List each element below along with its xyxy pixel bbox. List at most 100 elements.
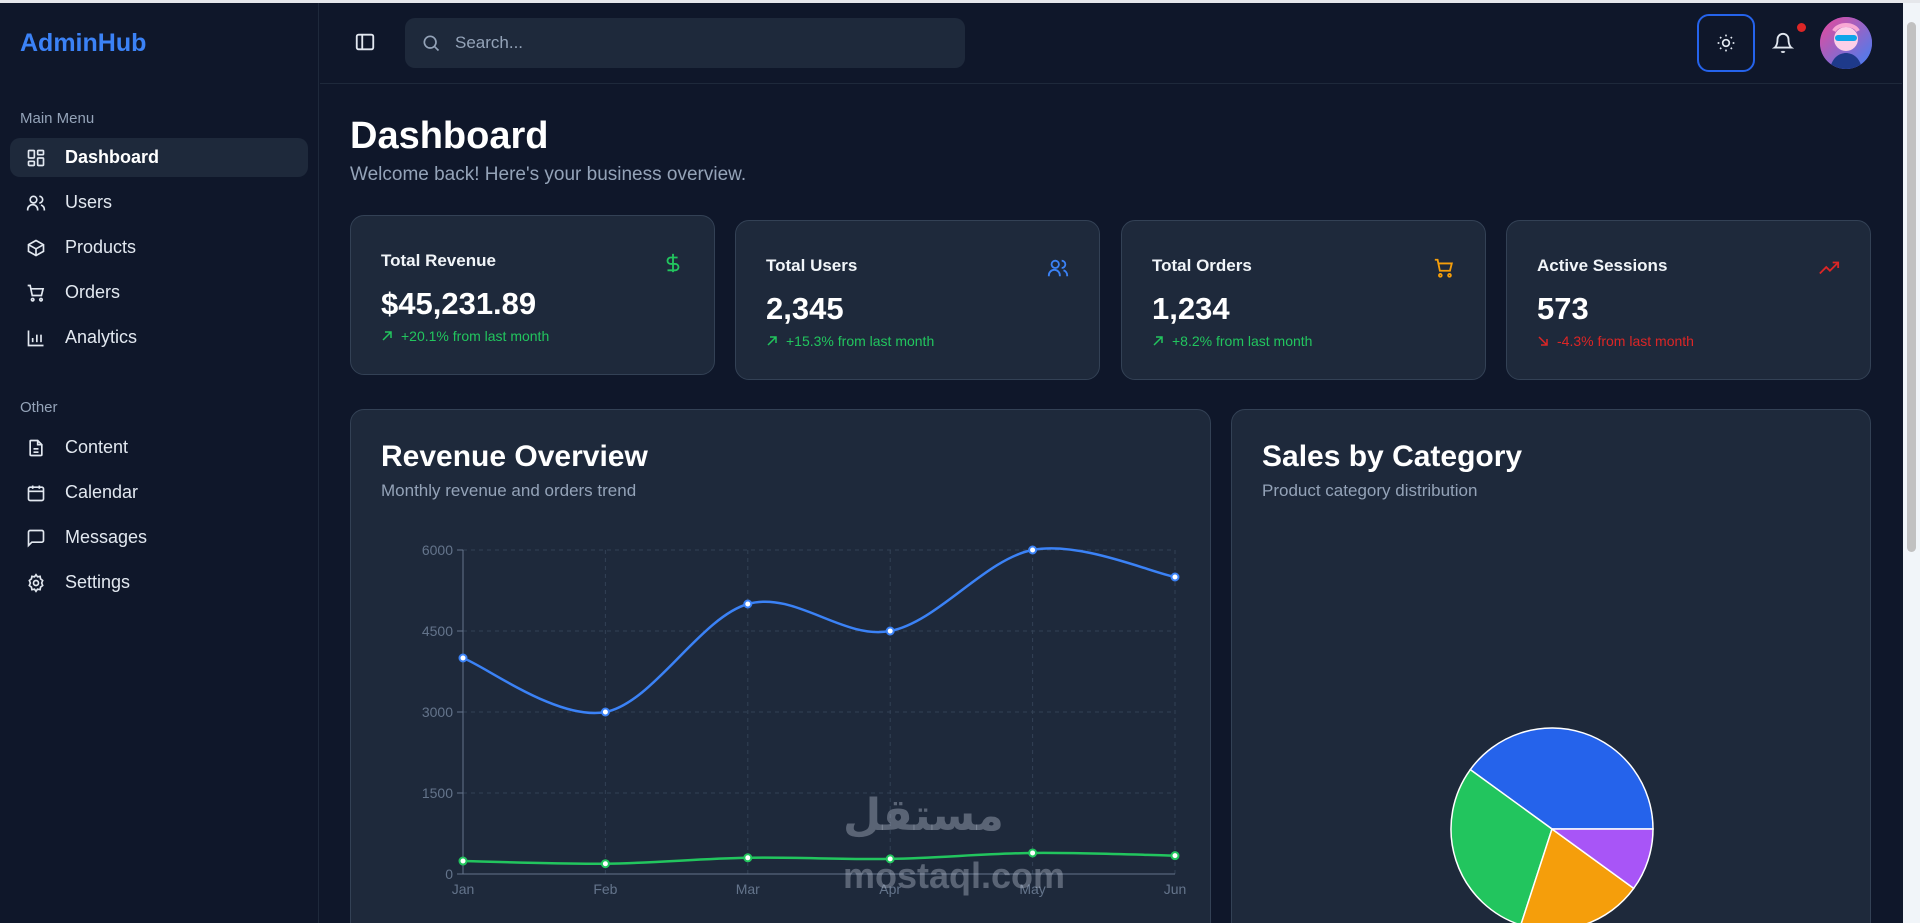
scrollbar-thumb[interactable]: [1907, 22, 1916, 552]
theme-toggle-button[interactable]: [1697, 14, 1755, 72]
series-point-1: [458, 856, 468, 866]
pie-slice-1: [1450, 768, 1553, 923]
stat-value: 1,234: [1152, 291, 1230, 326]
series-point-0: [743, 599, 753, 609]
browser-top-edge: [0, 0, 1920, 3]
series-point-1: [743, 853, 753, 863]
bar-chart-icon: [27, 330, 44, 346]
avatar[interactable]: [1820, 17, 1872, 69]
stat-change: +20.1% from last month: [381, 328, 549, 344]
sidebar-item-analytics[interactable]: Analytics: [10, 318, 308, 357]
panel-subtitle: Product category distribution: [1262, 481, 1478, 500]
sidebar-item-products[interactable]: Products: [10, 228, 308, 267]
sidebar-item-orders[interactable]: Orders: [10, 273, 308, 312]
top-header: [320, 3, 1902, 84]
stat-title: Total Orders: [1152, 256, 1252, 275]
series-point-0: [458, 653, 468, 663]
notification-dot: [1797, 23, 1806, 32]
main-menu-label: Main Menu: [20, 110, 95, 127]
x-tick-label: Apr: [879, 881, 901, 897]
stat-change: +15.3% from last month: [766, 333, 934, 349]
sidebar-item-calendar[interactable]: Calendar: [10, 473, 308, 512]
sidebar-item-label: Products: [65, 237, 137, 257]
x-tick-label: Jan: [452, 881, 475, 897]
series-point-1: [1170, 851, 1180, 861]
stat-change: +8.2% from last month: [1152, 333, 1312, 349]
series-point-1: [1028, 848, 1038, 858]
watermark-latin: mostaql.com: [843, 855, 1066, 896]
package-icon: [27, 239, 45, 256]
series-point-0: [1170, 572, 1180, 582]
y-tick-label: 0: [445, 866, 453, 882]
panel-title: Revenue Overview: [381, 440, 648, 473]
pie-slice-3: [1549, 828, 1654, 890]
y-tick-label: 6000: [422, 542, 453, 558]
users-icon: [1047, 259, 1069, 277]
stat-title: Total Revenue: [381, 251, 496, 270]
stat-change-text: +8.2% from last month: [1172, 333, 1313, 349]
dashboard-grid-icon: [27, 149, 45, 166]
arrow-down-right-icon: [1538, 336, 1548, 346]
pie-slice-2: [1520, 827, 1635, 923]
revenue-overview-panel: Revenue Overview Monthly revenue and ord…: [350, 409, 1211, 923]
cart-icon: [1434, 258, 1453, 278]
y-tick-label: 3000: [422, 704, 453, 720]
sidebar-item-users[interactable]: Users: [10, 183, 308, 222]
sidebar-item-dashboard[interactable]: Dashboard: [10, 138, 308, 177]
sidebar-item-label: Messages: [65, 527, 148, 547]
arrow-up-right-icon: [382, 331, 392, 341]
sidebar-item-settings[interactable]: Settings: [10, 563, 308, 602]
sidebar-item-label: Settings: [65, 572, 131, 592]
dollar-icon: [666, 253, 680, 273]
stat-value: $45,231.89: [381, 286, 537, 321]
stat-change: -4.3% from last month: [1537, 333, 1694, 349]
sidebar-item-messages[interactable]: Messages: [10, 518, 308, 557]
sidebar-item-label: Users: [65, 192, 113, 212]
stat-change-text: +20.1% from last month: [401, 328, 550, 344]
stat-card-users: Total Users 2,345 +15.3% from last month: [735, 220, 1100, 380]
gear-icon: [28, 572, 44, 593]
pie-slice-0: [1469, 727, 1654, 830]
panel-subtitle: Monthly revenue and orders trend: [381, 481, 637, 500]
revenue-line-chart: 0 1500 3000 4500 6000 Jan Feb Mar Apr May Jun: [422, 542, 1187, 897]
x-tick-label: Jun: [1164, 881, 1187, 897]
panel-title: Sales by Category: [1262, 440, 1523, 473]
series-point-1: [600, 859, 610, 869]
series-line-0: [462, 547, 1176, 715]
sidebar-item-label: Orders: [65, 282, 121, 302]
category-pie-chart: [1450, 727, 1654, 923]
search-input[interactable]: [455, 33, 935, 53]
series-line-1: [462, 851, 1176, 866]
series-point-0: [1028, 545, 1038, 555]
arrow-up-right-icon: [1153, 336, 1163, 346]
page-title: Dashboard: [350, 115, 549, 157]
stat-title: Total Users: [766, 256, 858, 275]
sales-category-panel: Sales by Category Product category distr…: [1231, 409, 1871, 923]
stat-value: 2,345: [766, 291, 844, 326]
x-tick-label: May: [1019, 881, 1045, 897]
sidebar-toggle-icon[interactable]: [354, 31, 376, 53]
series-point-0: [600, 707, 610, 717]
watermark-arabic: مستقل: [843, 791, 1004, 840]
sidebar-item-label: Content: [65, 437, 129, 457]
sidebar-item-label: Calendar: [65, 482, 139, 502]
stat-change-text: +15.3% from last month: [786, 333, 935, 349]
page-subtitle: Welcome back! Here's your business overv…: [350, 164, 747, 185]
trending-icon: [1819, 261, 1840, 275]
y-tick-label: 4500: [422, 623, 453, 639]
other-label: Other: [20, 399, 58, 416]
stat-card-revenue: Total Revenue $45,231.89 +20.1% from las…: [350, 215, 715, 375]
stat-value: 573: [1537, 291, 1589, 326]
users-icon: [26, 195, 46, 210]
sidebar-item-label: Analytics: [65, 327, 138, 347]
stat-card-sessions: Active Sessions 573 -4.3% from last mont…: [1506, 220, 1871, 380]
sidebar-item-content[interactable]: Content: [10, 428, 308, 467]
x-tick-label: Mar: [736, 881, 760, 897]
cart-icon: [27, 284, 45, 302]
brand-logo[interactable]: AdminHub: [20, 29, 147, 57]
search-box[interactable]: [405, 18, 965, 68]
stat-title: Active Sessions: [1537, 256, 1668, 275]
bell-icon[interactable]: [1772, 32, 1794, 54]
message-square-icon: [27, 529, 45, 548]
sidebar: AdminHub Main Menu Dashboard Users Produ…: [0, 3, 319, 923]
